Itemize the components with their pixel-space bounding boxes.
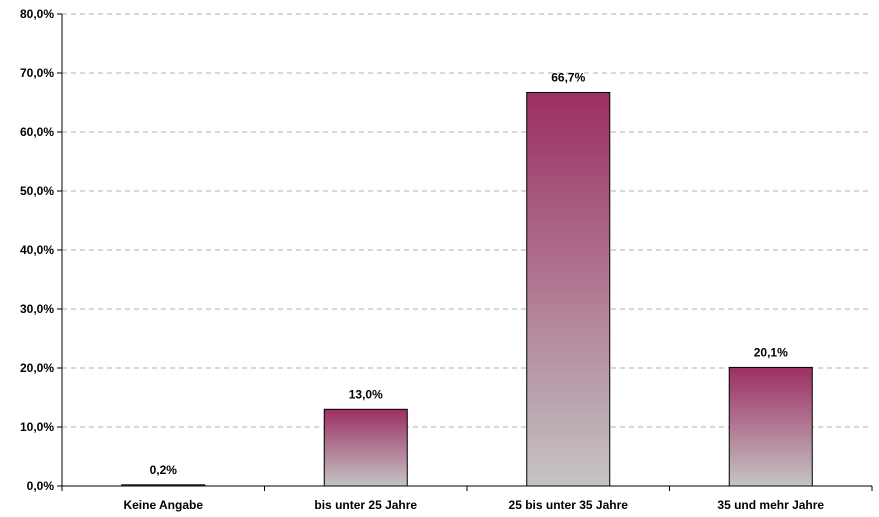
y-tick-label: 80,0% [20, 7, 54, 21]
y-tick-label: 40,0% [20, 243, 54, 257]
x-tick-label: bis unter 25 Jahre [314, 498, 417, 512]
y-tick-label: 0,0% [27, 479, 55, 493]
y-tick-label: 30,0% [20, 302, 54, 316]
gridlines [62, 13, 872, 428]
labels: 0,0% 10,0% 20,0% 30,0% 40,0% 50,0% 60,0% 70,0% 8… [20, 7, 824, 512]
y-tick-label: 10,0% [20, 420, 54, 434]
bars [121, 91, 813, 487]
data-label: 0,2% [150, 463, 178, 477]
x-tick-label: Keine Angabe [123, 498, 203, 512]
y-tick-label: 60,0% [20, 125, 54, 139]
x-tick-label: 25 bis unter 35 Jahre [509, 498, 629, 512]
x-tick-label: 35 und mehr Jahre [717, 498, 824, 512]
bar-3 [526, 91, 611, 487]
data-label: 13,0% [349, 387, 383, 401]
bar-4 [728, 366, 813, 487]
y-tick-label: 50,0% [20, 184, 54, 198]
y-tick-label: 20,0% [20, 361, 54, 375]
data-label: 66,7% [551, 70, 585, 84]
bar-1 [121, 484, 206, 487]
data-label: 20,1% [754, 345, 788, 359]
bar-2 [323, 408, 408, 487]
y-tick-label: 70,0% [20, 66, 54, 80]
